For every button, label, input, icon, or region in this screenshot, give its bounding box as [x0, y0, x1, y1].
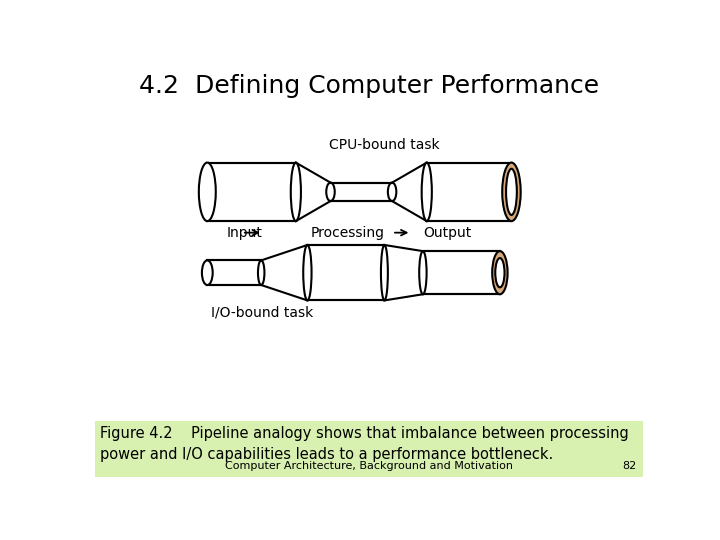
Polygon shape — [296, 163, 330, 221]
Ellipse shape — [388, 183, 396, 201]
Bar — [427, 163, 511, 221]
Ellipse shape — [492, 251, 508, 294]
Bar — [330, 183, 392, 201]
Text: I/O-bound task: I/O-bound task — [211, 305, 313, 319]
Text: Processing: Processing — [310, 226, 384, 240]
Text: Figure 4.2    Pipeline analogy shows that imbalance between processing
power and: Figure 4.2 Pipeline analogy shows that i… — [99, 426, 629, 462]
Text: 4.2  Defining Computer Performance: 4.2 Defining Computer Performance — [139, 74, 599, 98]
Text: Output: Output — [423, 226, 471, 240]
Bar — [423, 251, 500, 294]
Bar — [207, 163, 296, 221]
Ellipse shape — [495, 258, 505, 287]
Bar — [207, 260, 261, 285]
Text: Computer Architecture, Background and Motivation: Computer Architecture, Background and Mo… — [225, 461, 513, 470]
Text: CPU-bound task: CPU-bound task — [329, 138, 440, 152]
Bar — [95, 421, 643, 477]
Ellipse shape — [303, 245, 312, 300]
Text: Input: Input — [227, 226, 262, 240]
Polygon shape — [392, 163, 427, 221]
Ellipse shape — [381, 245, 388, 300]
Ellipse shape — [199, 163, 216, 221]
Bar — [307, 245, 384, 300]
Ellipse shape — [202, 260, 212, 285]
Ellipse shape — [419, 251, 426, 294]
Ellipse shape — [326, 183, 335, 201]
Polygon shape — [261, 245, 307, 300]
Ellipse shape — [506, 168, 517, 215]
Ellipse shape — [258, 260, 264, 285]
Text: 82: 82 — [623, 461, 637, 470]
Ellipse shape — [503, 163, 521, 221]
Ellipse shape — [422, 163, 432, 221]
Polygon shape — [384, 245, 423, 300]
Ellipse shape — [291, 163, 301, 221]
